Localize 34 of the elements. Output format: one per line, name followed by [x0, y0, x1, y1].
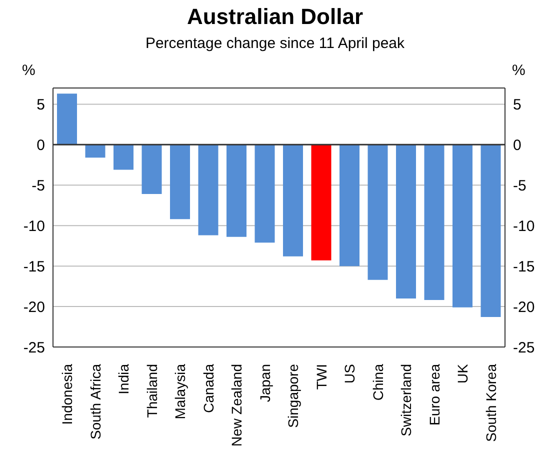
x-tick-label: Canada	[200, 364, 216, 414]
x-tick-label: Japan	[256, 364, 273, 402]
y2-tick-label: -5	[513, 177, 526, 194]
x-tick-label: Switzerland	[398, 364, 414, 436]
y-tick-label: -15	[23, 258, 45, 276]
x-tick-label: Indonesia	[59, 364, 76, 425]
y-tick-label: -5	[32, 177, 45, 194]
y2-tick-label: -10	[513, 218, 535, 235]
y-tick-label: 0	[36, 136, 45, 154]
x-tick-label: Singapore	[285, 364, 302, 428]
y-tick-label: 5	[36, 96, 45, 114]
y2-tick-label: 0	[513, 136, 522, 154]
y2-tick-label: 5	[513, 96, 522, 114]
y2-axis-title: %	[512, 62, 526, 79]
chart-title: Australian Dollar	[186, 4, 364, 30]
x-tick-label: UK	[454, 363, 471, 384]
y-tick-label: -10	[23, 218, 45, 235]
x-tick-label: South Korea	[482, 364, 499, 442]
x-tick-label: Thailand	[144, 364, 160, 418]
x-tick-label: Malaysia	[172, 364, 188, 420]
chart-subtitle: Percentage change since 11 April peak	[144, 35, 406, 52]
x-tick-label: China	[370, 364, 386, 401]
y2-tick-label: -20	[513, 298, 535, 316]
x-tick-label: New Zealand	[228, 364, 245, 446]
y-axis-title: %	[22, 62, 36, 79]
x-tick-label: South Africa	[87, 364, 104, 440]
y2-tick-label: -15	[513, 258, 535, 276]
x-tick-label: TWI	[313, 364, 330, 390]
y-tick-label: -20	[23, 298, 45, 316]
y2-tick-label: -25	[513, 339, 535, 356]
x-tick-label: India	[116, 364, 132, 394]
x-tick-label: US	[342, 364, 358, 384]
y-tick-label: -25	[23, 339, 45, 356]
x-tick-label: Euro area	[426, 364, 442, 426]
